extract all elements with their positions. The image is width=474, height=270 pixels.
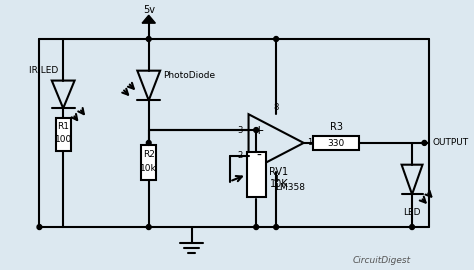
Text: R3: R3 bbox=[329, 122, 343, 132]
Text: CircuitDigest: CircuitDigest bbox=[353, 256, 410, 265]
Circle shape bbox=[410, 225, 414, 230]
Text: LM358: LM358 bbox=[275, 183, 305, 192]
Text: -: - bbox=[256, 149, 262, 163]
FancyBboxPatch shape bbox=[141, 145, 156, 180]
Text: PhotoDiode: PhotoDiode bbox=[163, 71, 215, 80]
Text: 5v: 5v bbox=[143, 5, 155, 15]
Text: 3: 3 bbox=[237, 126, 243, 134]
Text: 4: 4 bbox=[273, 175, 279, 184]
Text: 1: 1 bbox=[308, 139, 313, 147]
FancyBboxPatch shape bbox=[313, 136, 359, 150]
Text: LED: LED bbox=[403, 208, 421, 217]
Circle shape bbox=[274, 36, 279, 42]
Text: R1: R1 bbox=[57, 122, 69, 131]
Text: IR LED: IR LED bbox=[29, 66, 58, 75]
Text: 10K: 10K bbox=[269, 180, 288, 190]
Text: 10k: 10k bbox=[140, 164, 157, 173]
Circle shape bbox=[146, 36, 151, 42]
FancyBboxPatch shape bbox=[55, 118, 71, 151]
FancyBboxPatch shape bbox=[246, 152, 265, 197]
Circle shape bbox=[422, 140, 427, 145]
Text: 8: 8 bbox=[273, 103, 279, 112]
Circle shape bbox=[254, 128, 258, 133]
Text: 330: 330 bbox=[328, 139, 345, 148]
Text: 2: 2 bbox=[237, 151, 243, 160]
Text: 100: 100 bbox=[55, 136, 72, 144]
Circle shape bbox=[254, 225, 258, 230]
Circle shape bbox=[37, 225, 42, 230]
Text: R2: R2 bbox=[143, 150, 155, 159]
Circle shape bbox=[274, 225, 279, 230]
Text: OUTPUT: OUTPUT bbox=[433, 139, 469, 147]
Circle shape bbox=[146, 225, 151, 230]
Text: RV1: RV1 bbox=[269, 167, 289, 177]
Polygon shape bbox=[142, 15, 155, 23]
Circle shape bbox=[146, 140, 151, 145]
Text: +: + bbox=[254, 124, 264, 137]
